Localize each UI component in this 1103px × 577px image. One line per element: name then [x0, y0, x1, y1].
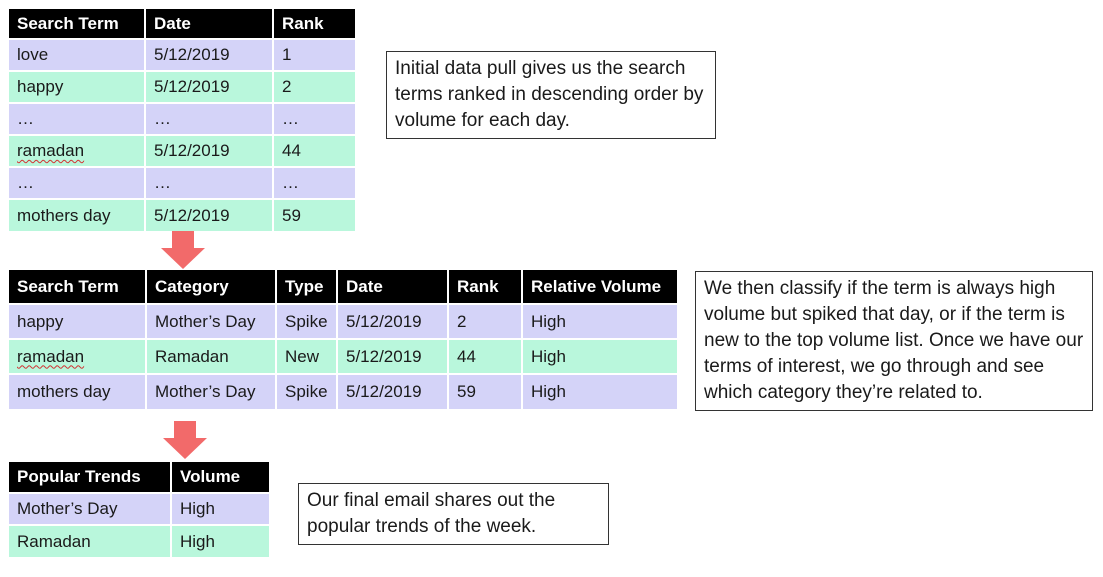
column-header: Search Term: [9, 270, 147, 304]
down-arrow-icon: [161, 231, 205, 269]
cell-date: 5/12/2019: [337, 303, 449, 339]
down-arrow-icon: [163, 421, 207, 459]
cell-trend: Ramadan: [9, 524, 172, 557]
search-term-text: ramadan: [17, 141, 85, 160]
table-header-row: Popular Trends Volume: [9, 462, 269, 493]
classified-terms-table: Search Term Category Type Date Rank Rela…: [9, 270, 677, 409]
cell-search-term: mothers day: [9, 373, 147, 409]
column-header: Date: [145, 9, 274, 39]
cell-search-term: ramadan: [9, 338, 147, 374]
search-terms-table: Search Term Date Rank love 5/12/2019 1 h…: [9, 9, 355, 231]
column-header: Type: [276, 270, 338, 304]
cell-category: Mother’s Day: [146, 373, 277, 409]
cell-search-term: ramadan: [9, 134, 146, 167]
note-initial-data-pull: Initial data pull gives us the search te…: [386, 51, 716, 139]
table-header-row: Search Term Category Type Date Rank Rela…: [9, 270, 677, 304]
cell-search-term: happy: [9, 303, 147, 339]
cell-type: Spike: [276, 303, 338, 339]
cell-ellipsis: …: [9, 102, 146, 135]
cell-search-term: mothers day: [9, 198, 146, 231]
cell-category: Mother’s Day: [146, 303, 277, 339]
table-row: mothers day 5/12/2019 59: [9, 198, 355, 231]
cell-ellipsis: …: [145, 166, 274, 199]
table-row: love 5/12/2019 1: [9, 38, 355, 71]
cell-date: 5/12/2019: [337, 373, 449, 409]
search-term-text: ramadan: [17, 346, 85, 366]
column-header: Rank: [273, 9, 355, 39]
cell-volume: High: [171, 492, 269, 525]
cell-date: 5/12/2019: [337, 338, 449, 374]
column-header: Category: [146, 270, 277, 304]
cell-relative-volume: High: [522, 338, 677, 374]
column-header: Date: [337, 270, 449, 304]
cell-date: 5/12/2019: [145, 70, 274, 103]
table-row: mothers day Mother’s Day Spike 5/12/2019…: [9, 373, 677, 409]
table-row: ramadan 5/12/2019 44: [9, 134, 355, 167]
table-row: … … …: [9, 166, 355, 199]
table-row: happy 5/12/2019 2: [9, 70, 355, 103]
column-header: Popular Trends: [9, 462, 172, 493]
cell-ellipsis: …: [273, 102, 355, 135]
table-row: … … …: [9, 102, 355, 135]
cell-search-term: happy: [9, 70, 146, 103]
cell-trend: Mother’s Day: [9, 492, 172, 525]
table-row: Ramadan High: [9, 524, 269, 557]
column-header: Volume: [171, 462, 269, 493]
cell-search-term: love: [9, 38, 146, 71]
cell-relative-volume: High: [522, 373, 677, 409]
table-row: happy Mother’s Day Spike 5/12/2019 2 Hig…: [9, 303, 677, 339]
table-header-row: Search Term Date Rank: [9, 9, 355, 39]
cell-rank: 2: [273, 70, 355, 103]
cell-type: Spike: [276, 373, 338, 409]
cell-ellipsis: …: [145, 102, 274, 135]
cell-volume: High: [171, 524, 269, 557]
cell-date: 5/12/2019: [145, 38, 274, 71]
table-row: Mother’s Day High: [9, 492, 269, 525]
cell-date: 5/12/2019: [145, 134, 274, 167]
column-header: Relative Volume: [522, 270, 677, 304]
cell-date: 5/12/2019: [145, 198, 274, 231]
cell-rank: 44: [448, 338, 523, 374]
column-header: Rank: [448, 270, 523, 304]
cell-relative-volume: High: [522, 303, 677, 339]
note-final-email: Our final email shares out the popular t…: [298, 483, 609, 545]
cell-ellipsis: …: [9, 166, 146, 199]
cell-category: Ramadan: [146, 338, 277, 374]
cell-rank: 1: [273, 38, 355, 71]
cell-rank: 2: [448, 303, 523, 339]
cell-rank: 44: [273, 134, 355, 167]
cell-rank: 59: [448, 373, 523, 409]
table-row: ramadan Ramadan New 5/12/2019 44 High: [9, 338, 677, 374]
cell-type: New: [276, 338, 338, 374]
column-header: Search Term: [9, 9, 146, 39]
popular-trends-table: Popular Trends Volume Mother’s Day High …: [9, 462, 269, 557]
cell-ellipsis: …: [273, 166, 355, 199]
cell-rank: 59: [273, 198, 355, 231]
note-classification: We then classify if the term is always h…: [695, 271, 1093, 411]
